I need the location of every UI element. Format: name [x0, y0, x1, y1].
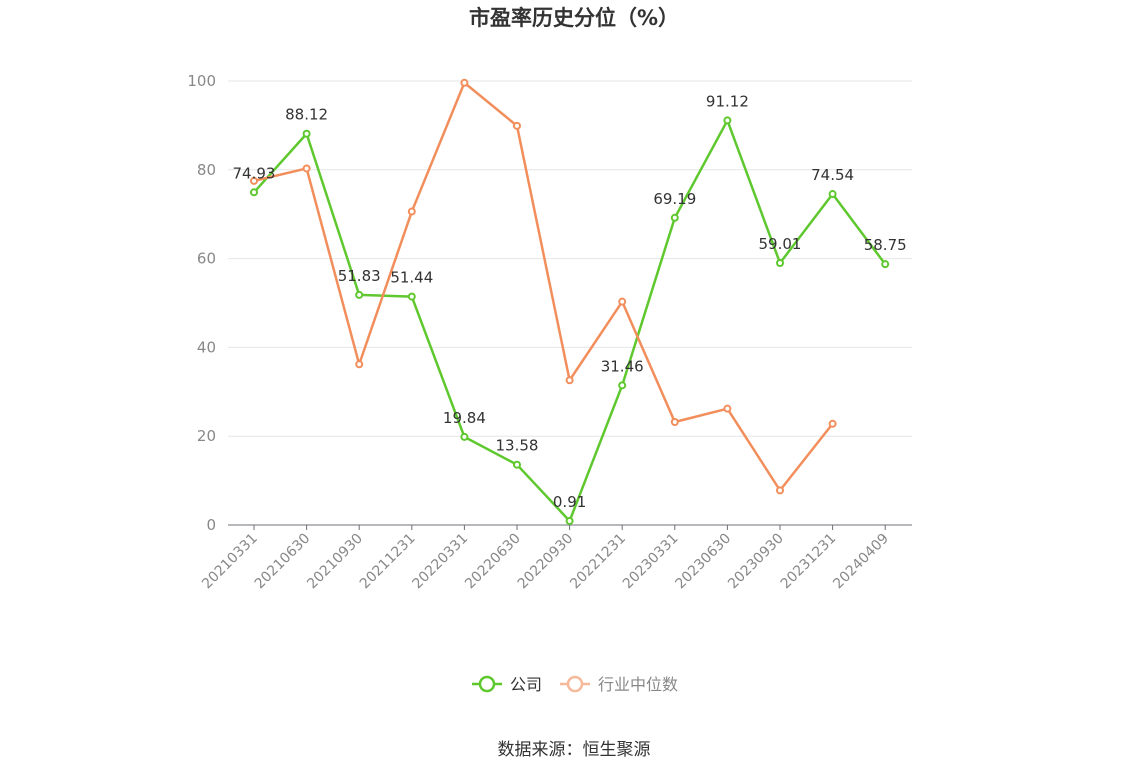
x-tick-label-3: 20211231 [357, 531, 419, 593]
series-0-point-10 [776, 258, 784, 267]
data-label-5: 13.58 [496, 437, 539, 455]
data-label-3: 51.44 [390, 269, 433, 287]
x-tick-label-6: 20220930 [515, 531, 577, 593]
x-tick-label-12: 20240409 [830, 531, 892, 593]
series-0-point-6 [565, 516, 574, 525]
series-line-1 [253, 81, 834, 492]
series-0-point-7 [618, 381, 627, 390]
series-1-point-7 [618, 297, 627, 306]
x-tick-label-11: 20231231 [778, 531, 840, 593]
series-0-point-5 [513, 460, 521, 469]
series-1-point-1 [302, 164, 311, 173]
series-1-point-6 [565, 376, 574, 385]
legend-marker-1 [566, 675, 584, 693]
series-1-point-11 [828, 419, 837, 428]
data-label-1: 88.12 [285, 106, 328, 124]
legend-label-1: 行业中位数 [598, 675, 678, 694]
legend-label-0: 公司 [510, 675, 542, 694]
x-tick-label-1: 20210630 [252, 531, 314, 593]
y-tick-label-4: 80 [197, 161, 216, 179]
x-tick-label-10: 20230930 [725, 531, 787, 593]
y-tick-label-2: 40 [197, 338, 216, 356]
legend-marker-0 [478, 675, 496, 693]
x-tick-label-8: 20230331 [620, 531, 682, 593]
series-1-point-2 [355, 360, 364, 369]
series-0-point-12 [881, 260, 890, 269]
series-1-point-10 [776, 486, 784, 495]
series-0-point-0 [250, 188, 258, 197]
y-tick-label-1: 20 [197, 427, 216, 445]
series-0-point-2 [355, 290, 364, 299]
series-1-point-9 [723, 404, 732, 413]
data-label-6: 0.91 [553, 493, 586, 511]
y-tick-label-0: 0 [206, 516, 216, 534]
source-note: 数据来源：恒生聚源 [498, 740, 651, 760]
y-tick-label-3: 60 [197, 250, 216, 268]
series-1-point-0 [250, 176, 258, 185]
data-label-2: 51.83 [338, 267, 381, 285]
data-label-9: 91.12 [706, 92, 749, 110]
series-0-point-11 [828, 190, 837, 199]
legend: 公司 行业中位数 [472, 675, 678, 694]
y-tick-label-5: 100 [187, 72, 216, 90]
series-0-point-8 [670, 213, 679, 222]
series-0-point-9 [723, 116, 732, 125]
series-1-point-3 [407, 207, 416, 216]
data-label-7: 31.46 [601, 357, 644, 375]
x-tick-label-7: 20221231 [567, 531, 629, 593]
chart-title: 市盈率历史分位（%） [469, 6, 679, 30]
data-label-8: 69.19 [653, 190, 696, 208]
x-tick-label-5: 20220630 [462, 531, 524, 593]
x-tick-label-2: 20210930 [304, 531, 366, 593]
axis-layer: 0 20 40 60 80 100 2021033120210630202109302021… [187, 72, 912, 592]
data-label-layer: 74.93 88.12 51.83 51.44 19.84 13.58 0.91 31.46 6… [233, 92, 907, 511]
series-0-point-3 [407, 292, 416, 301]
x-tick-label-9: 20230630 [673, 531, 735, 593]
series-0-point-1 [302, 129, 311, 138]
series-layer [250, 78, 890, 525]
series-1-point-5 [513, 121, 521, 130]
series-1-point-4 [460, 78, 469, 87]
series-0-point-4 [460, 432, 469, 441]
data-label-10: 59.01 [759, 235, 802, 253]
data-label-12: 58.75 [864, 236, 907, 254]
data-label-0: 74.93 [233, 164, 276, 182]
data-label-4: 19.84 [443, 409, 486, 427]
data-label-11: 74.54 [811, 166, 854, 184]
x-tick-label-0: 20210331 [199, 531, 261, 593]
grid-layer [228, 80, 912, 437]
x-tick-label-4: 20220331 [410, 531, 472, 593]
series-1-point-8 [670, 417, 679, 426]
